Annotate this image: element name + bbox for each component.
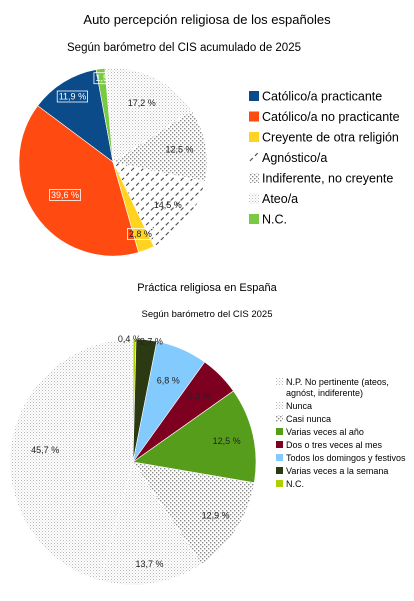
chart1-title: Auto percepción religiosa de los español… (83, 12, 331, 27)
chart1-pie (18, 67, 208, 257)
chart1-legend-swatch-3 (249, 152, 259, 163)
chart1-legend-swatch-1 (249, 111, 259, 122)
chart2-data-label-4: 12,5 % (213, 436, 241, 446)
chart1-legend-swatch-6 (249, 214, 259, 224)
chart2-title: Práctica religiosa en España (137, 282, 277, 294)
chart1-slice-0 (37, 69, 114, 163)
chart1-data-label-4: 12,5 % (165, 145, 193, 155)
chart2-data-label-2: 6,8 % (157, 376, 180, 386)
chart2-slice-5 (132, 461, 255, 565)
chart1-legend-label-6: N.C. (262, 213, 287, 227)
chart1-data-label-0: 11,9 % (59, 92, 86, 102)
chart1-legend: Católico/a practicante Católico/a no prac… (249, 90, 400, 227)
chart1-legend-swatch-5 (249, 193, 259, 204)
chart1-legend-label-3: Agnóstico/a (262, 151, 327, 165)
chart2-data-labels: 0,4 %2,7 % 6,8 % 5,3 % 12,5 % 12,9 % 13,7 % 45… (31, 334, 240, 569)
chart1-slice-6 (95, 68, 114, 163)
chart2-data-label-1: 2,7 % (140, 337, 163, 347)
chart2-data-label-5: 12,9 % (202, 511, 230, 521)
chart1-data-label-5: 17,2 % (128, 98, 156, 108)
chart2-pie (9, 338, 257, 586)
chart2-legend-swatch-4 (276, 441, 283, 448)
chart2-legend-label-3: Varias veces al año (286, 427, 364, 437)
chart2-data-label-6: 13,7 % (135, 559, 163, 569)
chart1-data-label-box-2 (126, 228, 154, 240)
chart1-data-label-box-6 (93, 72, 110, 85)
chart2-legend-swatch-1 (276, 402, 283, 409)
chart1-data-label-box-0 (56, 90, 88, 103)
chart1-data-label-6: 1,5 (95, 73, 108, 83)
chart2-slice-4 (132, 390, 257, 484)
chart2-legend-label-2: Casi nunca (286, 414, 331, 424)
chart1-legend-label-0: Católico/a practicante (262, 90, 382, 104)
chart1-legend-label-5: Ateo/a (262, 192, 298, 206)
chart1-legend-label-1: Católico/a no practicante (262, 110, 400, 124)
chart2-legend-label-0: N.P. No pertinente (ateos, agnóst, indife… (286, 377, 389, 398)
chart2-subtitle: Según barómetro del CIS 2025 (142, 309, 273, 320)
chart1-subtitle: Según barómetro del CIS acumulado de 202… (67, 42, 301, 54)
chart2-legend-swatch-5 (276, 454, 283, 461)
chart1-slice-3 (112, 161, 206, 247)
chart2-data-label-3: 5,3 % (188, 391, 211, 401)
chart2-legend-swatch-2 (276, 415, 283, 422)
chart2-legend-label-6: Varias veces a la semana (286, 466, 388, 476)
chart2-legend-swatch-0 (276, 378, 283, 385)
chart2-legend-label-7: N.C. (286, 479, 304, 489)
chart2-data-label-0: 0,4 % (118, 334, 141, 344)
chart1-slice-1 (18, 105, 139, 257)
chart1-slice-4 (112, 110, 208, 182)
chart2-legend-swatch-3 (276, 428, 283, 435)
chart2-slice-6 (99, 461, 202, 586)
chart1-data-labels: 11,9 % 39,6 % 2,8 % 14,5 % 12,5 % 17,2 % 1,5 (49, 72, 194, 240)
chart1-legend-swatch-2 (249, 132, 259, 142)
chart1-data-label-2: 2,8 % (129, 229, 152, 239)
chart2-legend-swatch-6 (276, 467, 283, 474)
chart1-legend-label-2: Creyente de otra religión (262, 131, 399, 145)
chart1-data-label-box-1 (49, 189, 81, 201)
chart1-slice-5 (104, 67, 193, 163)
chart1-data-label-1: 39,6 % (51, 190, 79, 200)
chart2-legend-swatch-7 (276, 480, 283, 487)
chart2-legend-label-4: Dos o tres veces al mes (286, 440, 383, 450)
chart1-legend-swatch-0 (249, 91, 259, 101)
chart1-legend-label-4: Indiferente, no creyente (262, 172, 393, 186)
chart2-legend: N.P. No pertinente (ateos, agnóst, indife… (276, 377, 406, 489)
chart2-legend-label-5: Todos los domingos y festivos (286, 453, 406, 463)
chart2-data-label-7: 45,7 % (31, 445, 59, 455)
chart2-slice-7 (9, 338, 134, 581)
chart1-legend-swatch-4 (249, 173, 259, 183)
chart2-legend-label-1: Nunca (286, 401, 312, 411)
chart1-data-label-3: 14,5 % (154, 200, 182, 210)
